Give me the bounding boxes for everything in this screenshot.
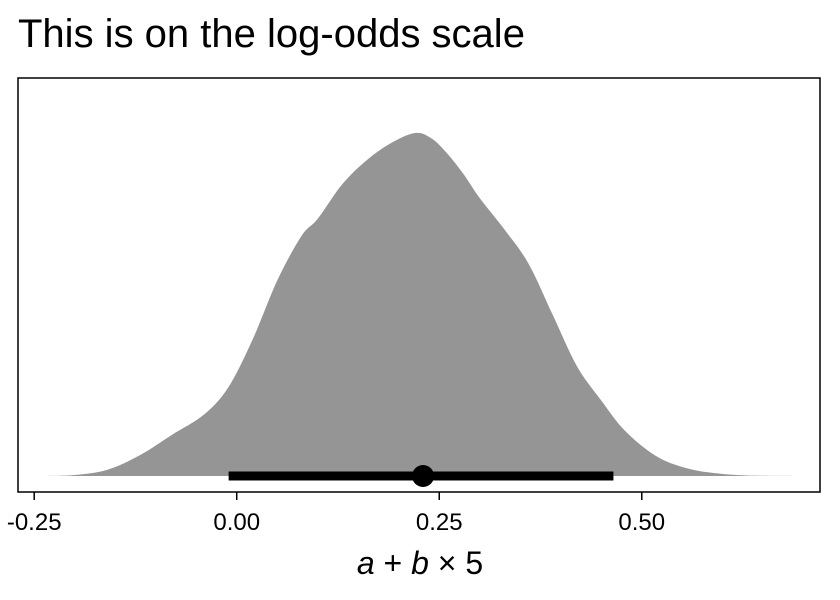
xlabel-a: a — [357, 545, 375, 581]
point-estimate — [412, 465, 434, 487]
xlabel-plus: + — [375, 545, 411, 581]
xlabel-times: × — [429, 545, 465, 581]
x-tick-label: 0.00 — [213, 509, 260, 536]
xlabel-b: b — [411, 545, 429, 581]
x-axis: -0.25 0.00 0.25 0.50 — [7, 492, 665, 536]
x-tick-label: 0.25 — [416, 509, 463, 536]
density-area — [42, 133, 795, 476]
x-tick-label: -0.25 — [7, 509, 62, 536]
xlabel-five: 5 — [465, 545, 483, 581]
x-axis-label: a + b × 5 — [357, 545, 483, 581]
x-tick-label: 0.50 — [618, 509, 665, 536]
